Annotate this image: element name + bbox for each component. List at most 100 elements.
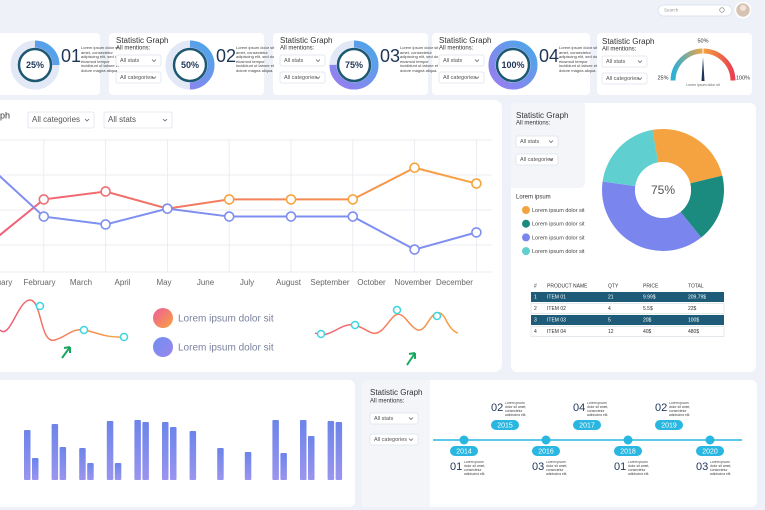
paragraph: Lorem ipsum dolor sit amet, consectetur … <box>505 402 527 416</box>
year-pill <box>614 446 642 456</box>
dropdown <box>438 71 485 84</box>
event-number: 01 <box>450 461 462 473</box>
paragraph-box: Lorem ipsum dolor sit amet, consectetur … <box>81 46 119 73</box>
sparkline-dot <box>432 311 442 321</box>
donut-label: 25% <box>26 60 44 70</box>
dropdown <box>115 54 162 67</box>
bar <box>134 420 141 480</box>
gauge-tick-label: 25% <box>657 75 668 81</box>
x-tick-label: September <box>310 278 349 287</box>
card-subtitle: All mentions: <box>280 46 315 52</box>
table-row <box>531 315 724 325</box>
dropdown <box>27 111 95 129</box>
donut-inner <box>17 47 53 83</box>
gauge-tick-label: 100% <box>736 75 750 81</box>
line-point <box>100 186 111 197</box>
card-title: Statistic Graph <box>280 36 332 45</box>
card-title: Statistic Graph <box>116 36 168 45</box>
timeline-dot <box>623 435 633 445</box>
dropdown <box>601 55 648 68</box>
dropdown-label: All categories <box>374 437 407 443</box>
donut-arc <box>10 40 60 90</box>
donut-arc <box>488 40 538 90</box>
line-card <box>0 100 502 372</box>
chevron <box>637 77 643 81</box>
line-point <box>409 162 420 174</box>
dropdown-label: All categories <box>120 75 153 81</box>
dropdown <box>279 54 326 67</box>
legend-label: Lorem ipsum dolor sit <box>532 249 585 255</box>
paragraph-box: Lorem ipsum dolor sit amet, consectetur … <box>669 402 691 416</box>
dropdown <box>601 72 648 85</box>
table-header: QTY <box>608 283 619 289</box>
paragraph: Lorem ipsum dolor sit amet, consectetur … <box>559 46 598 73</box>
dropdown <box>369 412 419 425</box>
table-cell: 5.5$ <box>643 306 653 312</box>
donut-inner <box>336 47 372 83</box>
card-subtitle: All mentions: <box>116 46 151 52</box>
bar <box>244 452 252 480</box>
line-point <box>100 219 111 230</box>
legend-swatch <box>522 247 530 256</box>
legend-label: Lorem ipsum dolor sit <box>532 235 585 241</box>
line-point <box>38 211 50 222</box>
dropdown <box>515 135 559 148</box>
chevron <box>315 76 321 80</box>
table-cell: 209.79$ <box>688 295 706 301</box>
paragraph-box: Lorem ipsum dolor sit amet, consectetur … <box>628 461 649 475</box>
chevron <box>151 59 157 63</box>
paragraph-box: Lorem ipsum dolor sit amet, consectetur … <box>710 461 732 475</box>
legend-label: Lorem ipsum dolor sit <box>178 314 274 325</box>
bar <box>308 436 315 480</box>
table-cell: 5 <box>608 318 611 324</box>
legend-swatch <box>153 337 173 357</box>
card-subtitle: All mentions: <box>516 121 551 127</box>
avatar-face <box>740 5 746 11</box>
donut-inner <box>172 47 208 83</box>
line-point <box>38 194 50 205</box>
bar <box>32 458 39 480</box>
bar <box>327 421 335 480</box>
paragraph: Lorem ipsum dolor sit amet, consectetur … <box>464 461 486 475</box>
x-tick-label: April <box>114 278 130 287</box>
dropdown-label: All categories <box>443 75 476 81</box>
paragraph-box: Lorem ipsum dolor sit amet, consectetur … <box>505 402 527 416</box>
table-cell: ITEM 01 <box>547 295 566 301</box>
line-point <box>409 244 420 255</box>
card-title: Statistic Graph <box>370 388 422 397</box>
legend-swatch <box>522 206 530 214</box>
table-cell: 4 <box>608 306 611 312</box>
card-title: Statistic Graph <box>516 111 568 120</box>
table-header: TOTAL <box>688 283 704 289</box>
table-header: PRICE <box>643 283 659 289</box>
chevron <box>548 140 554 144</box>
timeline-dot <box>541 435 551 445</box>
sparkline-dot <box>316 329 326 339</box>
sparkline-dot <box>35 301 45 311</box>
paragraph: Lorem ipsum dolor sit amet, consectetur … <box>710 461 732 475</box>
x-tick-label: October <box>357 278 386 287</box>
table-row <box>530 303 725 314</box>
dropdown-label: All stats <box>606 59 626 65</box>
card-number: 03 <box>380 46 400 66</box>
year-pill <box>491 420 519 430</box>
search-box[interactable] <box>657 4 733 17</box>
dropdown-label: All stats <box>284 58 304 64</box>
table-cell: 100$ <box>688 318 699 324</box>
paragraph: Lorem ipsum dolor sit amet, consectetur … <box>400 46 439 73</box>
arrow-icon <box>406 352 416 366</box>
bar <box>59 447 67 480</box>
sparkline-dot <box>392 305 402 315</box>
paragraph: Lorem ipsum dolor sit amet, consectetur … <box>669 402 691 416</box>
gauge-needle <box>701 57 705 81</box>
legend-label: Lorem ipsum dolor sit <box>178 343 274 354</box>
dropdown <box>515 153 559 166</box>
dropdown-label: All stats <box>120 58 140 64</box>
bar <box>142 422 149 480</box>
line-point <box>162 203 173 214</box>
arrow-icon <box>61 346 71 359</box>
year-label: 2020 <box>702 448 718 455</box>
sparkline <box>0 299 125 341</box>
